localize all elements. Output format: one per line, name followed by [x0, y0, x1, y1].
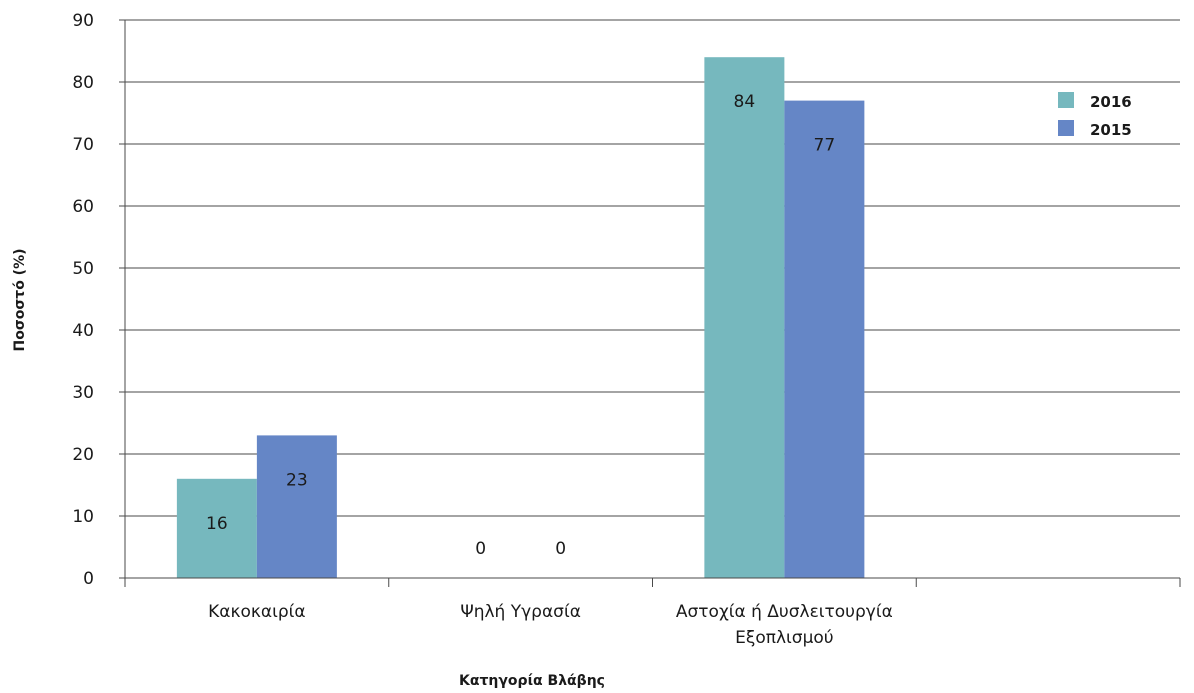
y-tick-label: 40: [72, 321, 94, 341]
y-tick-label: 90: [72, 11, 94, 31]
bar-2015: [256, 435, 337, 578]
data-label-2015: 77: [814, 136, 836, 156]
data-label-2015: 23: [286, 470, 308, 490]
y-tick-label: 30: [72, 383, 94, 403]
data-label-2016: 0: [475, 539, 486, 559]
bar-2016: [176, 478, 257, 578]
data-label-2016: 16: [206, 514, 228, 534]
y-tick-label: 50: [72, 259, 94, 279]
data-label-2015: 0: [555, 539, 566, 559]
legend: 2016 2015: [1058, 92, 1132, 139]
y-tick-label: 80: [72, 73, 94, 93]
bar-2015: [784, 100, 865, 578]
y-tick-label: 20: [72, 445, 94, 465]
x-category-label: Ψηλή Υγρασία: [460, 602, 581, 622]
x-axis-title: Κατηγορία Βλάβης: [459, 673, 605, 689]
y-tick-label: 60: [72, 197, 94, 217]
x-category-label: Αστοχία ή Δυσλειτουργία: [676, 602, 893, 622]
axes: 0 10 20 30 40 50 60 70 80 90 Κακοκαιρία Ψηλή Υγρασί…: [72, 11, 1181, 648]
legend-label-2016: 2016: [1090, 93, 1132, 111]
x-category-label: Κακοκαιρία: [208, 602, 306, 622]
y-tick-label: 70: [72, 135, 94, 155]
y-tick-label: 10: [72, 507, 94, 527]
legend-swatch-2015: [1058, 120, 1074, 136]
legend-swatch-2016: [1058, 92, 1074, 108]
y-tick-label: 0: [83, 569, 94, 589]
bar-2016: [704, 57, 785, 578]
data-labels: 16 23 0 0 84 77: [206, 92, 835, 559]
x-category-label: Εξοπλισμού: [735, 628, 834, 648]
bars: [176, 57, 865, 578]
data-label-2016: 84: [734, 92, 756, 112]
legend-label-2015: 2015: [1090, 121, 1132, 139]
y-axis-title: Ποσοστό (%): [12, 248, 28, 351]
